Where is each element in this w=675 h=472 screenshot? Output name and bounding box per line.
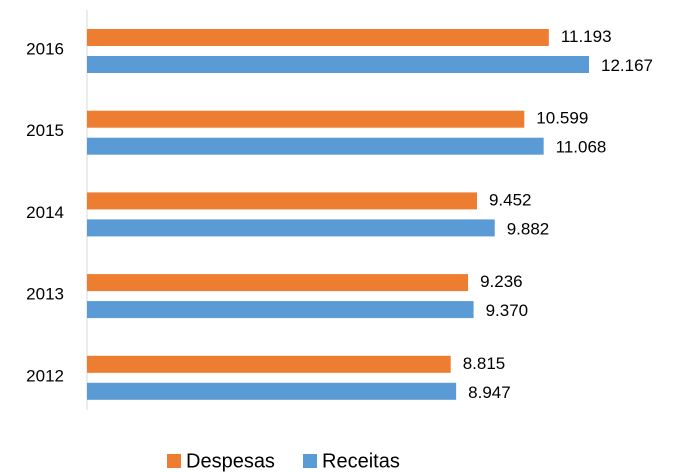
value-label: 8.815 [463,354,506,373]
bar [87,382,457,400]
value-label: 12.167 [601,56,653,75]
y-tick-label: 2013 [26,285,64,304]
bar [87,274,469,292]
bar [87,110,525,128]
value-label: 11.068 [556,138,607,157]
legend-label: Receitas [322,450,400,472]
y-tick-label: 2015 [26,121,64,140]
legend-swatch [167,454,181,468]
bar [87,56,589,73]
bar [87,29,549,46]
value-label: 9.236 [480,272,523,291]
bar [87,355,451,373]
value-label: 10.599 [536,109,588,128]
y-tick-label: 2012 [26,366,64,385]
value-label: 9.452 [489,190,532,209]
value-label: 8.947 [468,383,511,402]
legend-label: Despesas [186,450,275,472]
bar [87,301,474,319]
value-label: 11.193 [561,27,612,46]
bar [87,219,495,237]
legend-swatch [303,454,317,468]
value-label: 9.882 [507,219,550,238]
y-tick-label: 2016 [26,39,64,58]
y-tick-label: 2014 [26,203,64,222]
value-label: 9.370 [486,301,529,320]
bar [87,137,544,155]
bar [87,192,477,210]
